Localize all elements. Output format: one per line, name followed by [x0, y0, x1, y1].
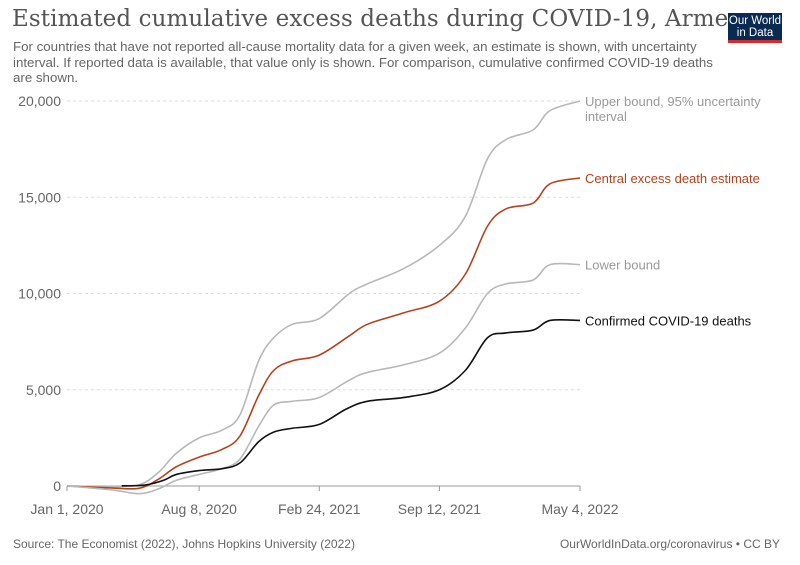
series-label: Upper bound, 95% uncertainty	[585, 94, 761, 109]
chart-subtitle: For countries that have not reported all…	[13, 39, 713, 85]
series-label: Lower bound	[585, 258, 660, 273]
y-tick-label: 10,000	[18, 286, 61, 302]
logo-line-2: in Data	[736, 27, 774, 39]
y-tick-label: 20,000	[18, 93, 61, 109]
x-axis: Jan 1, 2020 Aug 8, 2020 Feb 24, 2021 Sep 12…	[30, 485, 619, 517]
x-tick-label: Feb 24, 2021	[278, 501, 361, 517]
x-tick-label: Sep 12, 2021	[398, 501, 482, 517]
x-tick-label: Jan 1, 2020	[30, 501, 103, 517]
y-tick-label: 15,000	[18, 189, 61, 205]
series-line	[121, 318, 581, 487]
y-tick-label: 5,000	[26, 382, 61, 398]
license-link[interactable]: OurWorldInData.org/coronavirus • CC BY	[559, 537, 780, 551]
chart-title: Estimated cumulative excess deaths durin…	[12, 6, 730, 32]
x-tick-label: Aug 8, 2020	[161, 501, 237, 517]
y-axis-ticks: 0 5,000 10,000 15,000 20,000	[18, 93, 61, 494]
series-label: Central excess death estimate	[585, 171, 760, 186]
source-note: Source: The Economist (2022), Johns Hopk…	[13, 537, 355, 551]
series-line	[66, 177, 581, 490]
series-line	[66, 100, 581, 488]
x-tick-label: May 4, 2022	[541, 501, 618, 517]
series-label: Confirmed COVID-19 deaths	[585, 313, 752, 328]
grid-lines	[67, 100, 580, 391]
logo-line-1: Our World	[728, 15, 782, 27]
y-tick-label: 0	[53, 478, 61, 494]
series-line	[66, 262, 581, 495]
owid-logo[interactable]: Our World in Data	[728, 13, 782, 43]
line-chart: 0 5,000 10,000 15,000 20,000 Jan 1, 2020 Aug …	[18, 93, 761, 517]
series-label-line-2: interval	[585, 109, 627, 124]
series-lines	[66, 100, 581, 495]
